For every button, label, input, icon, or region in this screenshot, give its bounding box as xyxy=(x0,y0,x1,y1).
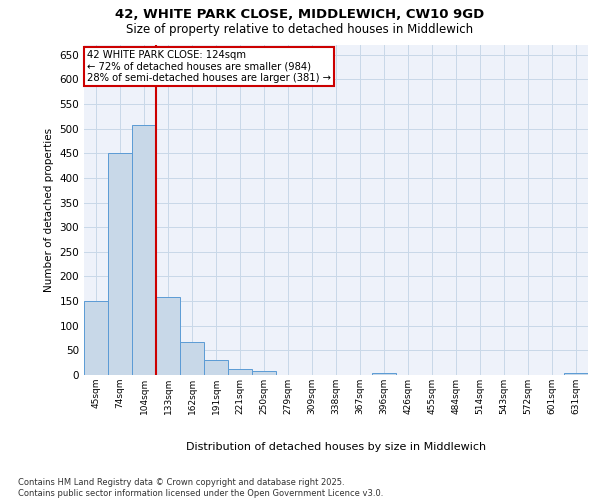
Text: Size of property relative to detached houses in Middlewich: Size of property relative to detached ho… xyxy=(127,22,473,36)
Text: Contains HM Land Registry data © Crown copyright and database right 2025.
Contai: Contains HM Land Registry data © Crown c… xyxy=(18,478,383,498)
Bar xyxy=(252,371,276,375)
Bar xyxy=(204,360,228,375)
Bar xyxy=(132,126,156,375)
Bar xyxy=(180,342,204,375)
Bar xyxy=(84,301,108,375)
Bar xyxy=(372,372,396,375)
Bar xyxy=(228,368,252,375)
Text: 42, WHITE PARK CLOSE, MIDDLEWICH, CW10 9GD: 42, WHITE PARK CLOSE, MIDDLEWICH, CW10 9… xyxy=(115,8,485,20)
Bar xyxy=(564,372,588,375)
Bar xyxy=(156,297,180,375)
Bar xyxy=(108,154,132,375)
Text: 42 WHITE PARK CLOSE: 124sqm
← 72% of detached houses are smaller (984)
28% of se: 42 WHITE PARK CLOSE: 124sqm ← 72% of det… xyxy=(86,50,331,83)
Y-axis label: Number of detached properties: Number of detached properties xyxy=(44,128,54,292)
Text: Distribution of detached houses by size in Middlewich: Distribution of detached houses by size … xyxy=(186,442,486,452)
